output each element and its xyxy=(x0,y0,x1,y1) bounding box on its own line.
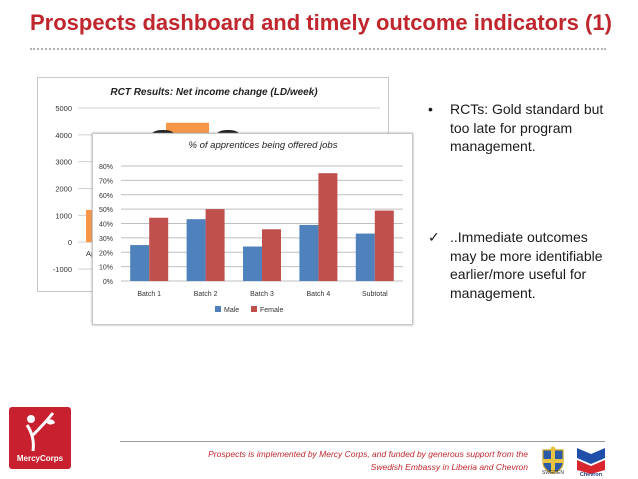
female-bar xyxy=(374,210,394,281)
footer-line-2: Swedish Embassy in Liberia and Chevron xyxy=(370,462,528,472)
mercy-corps-wordmark: MercyCorps xyxy=(16,454,64,463)
checkmark-icon: ✓ xyxy=(428,229,440,245)
y-tick-label: 70% xyxy=(99,178,113,185)
legend-swatch xyxy=(215,306,221,312)
bullet-immediate-outcomes: ✓ ..Immediate outcomes may be more ident… xyxy=(428,228,608,302)
y-tick-label: 3000 xyxy=(55,158,72,167)
y-tick-label: 0% xyxy=(103,279,113,286)
apprentices-chart-title: % of apprentices being offered jobs xyxy=(189,140,338,151)
y-tick-label: 40% xyxy=(99,222,113,229)
y-tick-label: 0 xyxy=(68,238,72,247)
male-bar xyxy=(130,245,150,281)
category-label: Batch 1 xyxy=(137,291,161,298)
y-tick-label: 60% xyxy=(99,193,113,200)
footer-credit: Prospects is implemented by Mercy Corps,… xyxy=(208,448,528,474)
category-label: Ap xyxy=(86,249,95,258)
chevron-wordmark: Chevron xyxy=(579,472,603,478)
legend-label: Female xyxy=(260,307,283,314)
y-tick-label: 2000 xyxy=(55,185,72,194)
footer-line-1: Prospects is implemented by Mercy Corps,… xyxy=(208,449,528,459)
y-tick-label: 10% xyxy=(99,265,113,272)
male-bar xyxy=(243,246,262,281)
y-tick-label: -1000 xyxy=(53,265,72,274)
apprentices-jobs-chart: % of apprentices being offered jobs 80% 7… xyxy=(92,133,413,325)
title-divider xyxy=(30,48,606,50)
y-tick-label: 5000 xyxy=(55,104,72,113)
mercy-corps-logo: MercyCorps xyxy=(9,407,71,469)
y-tick-label: 50% xyxy=(99,207,113,214)
sweden-emblem-icon xyxy=(542,446,564,474)
mercy-corps-figure-icon xyxy=(25,412,55,452)
y-tick-label: 1000 xyxy=(55,211,72,220)
male-bar xyxy=(186,219,206,281)
female-bar xyxy=(262,229,281,281)
bullet-text: ..Immediate outcomes may be more identif… xyxy=(450,229,603,301)
y-tick-label: 4000 xyxy=(55,131,72,140)
category-label: Batch 4 xyxy=(307,291,331,298)
chevron-logo-icon xyxy=(577,448,605,474)
category-label: Subtotal xyxy=(362,291,388,298)
bullet-dot-icon: • xyxy=(428,101,433,117)
bullet-rcts: • RCTs: Gold standard but too late for p… xyxy=(428,100,608,156)
bullet-text: RCTs: Gold standard but too late for pro… xyxy=(450,101,604,154)
rct-chart-title: RCT Results: Net income change (LD/week) xyxy=(110,87,318,98)
apprentices-chart-svg: % of apprentices being offered jobs 80% 7… xyxy=(99,140,403,314)
y-tick-label: 80% xyxy=(99,164,113,171)
male-bar xyxy=(299,224,319,281)
female-bar xyxy=(205,209,225,281)
partial-bar xyxy=(86,209,92,243)
category-label: Batch 2 xyxy=(194,291,218,298)
female-bar xyxy=(149,217,169,281)
y-tick-label: 20% xyxy=(99,250,113,257)
sweden-label: SWEDEN xyxy=(542,470,564,476)
legend-label: Male xyxy=(224,307,239,314)
legend-swatch xyxy=(251,306,257,312)
y-tick-label: 30% xyxy=(99,236,113,243)
male-bar xyxy=(355,233,375,281)
category-label: Batch 3 xyxy=(250,291,274,298)
footer-divider xyxy=(120,441,605,442)
page-title: Prospects dashboard and timely outcome i… xyxy=(30,10,612,35)
female-bar xyxy=(318,173,338,281)
